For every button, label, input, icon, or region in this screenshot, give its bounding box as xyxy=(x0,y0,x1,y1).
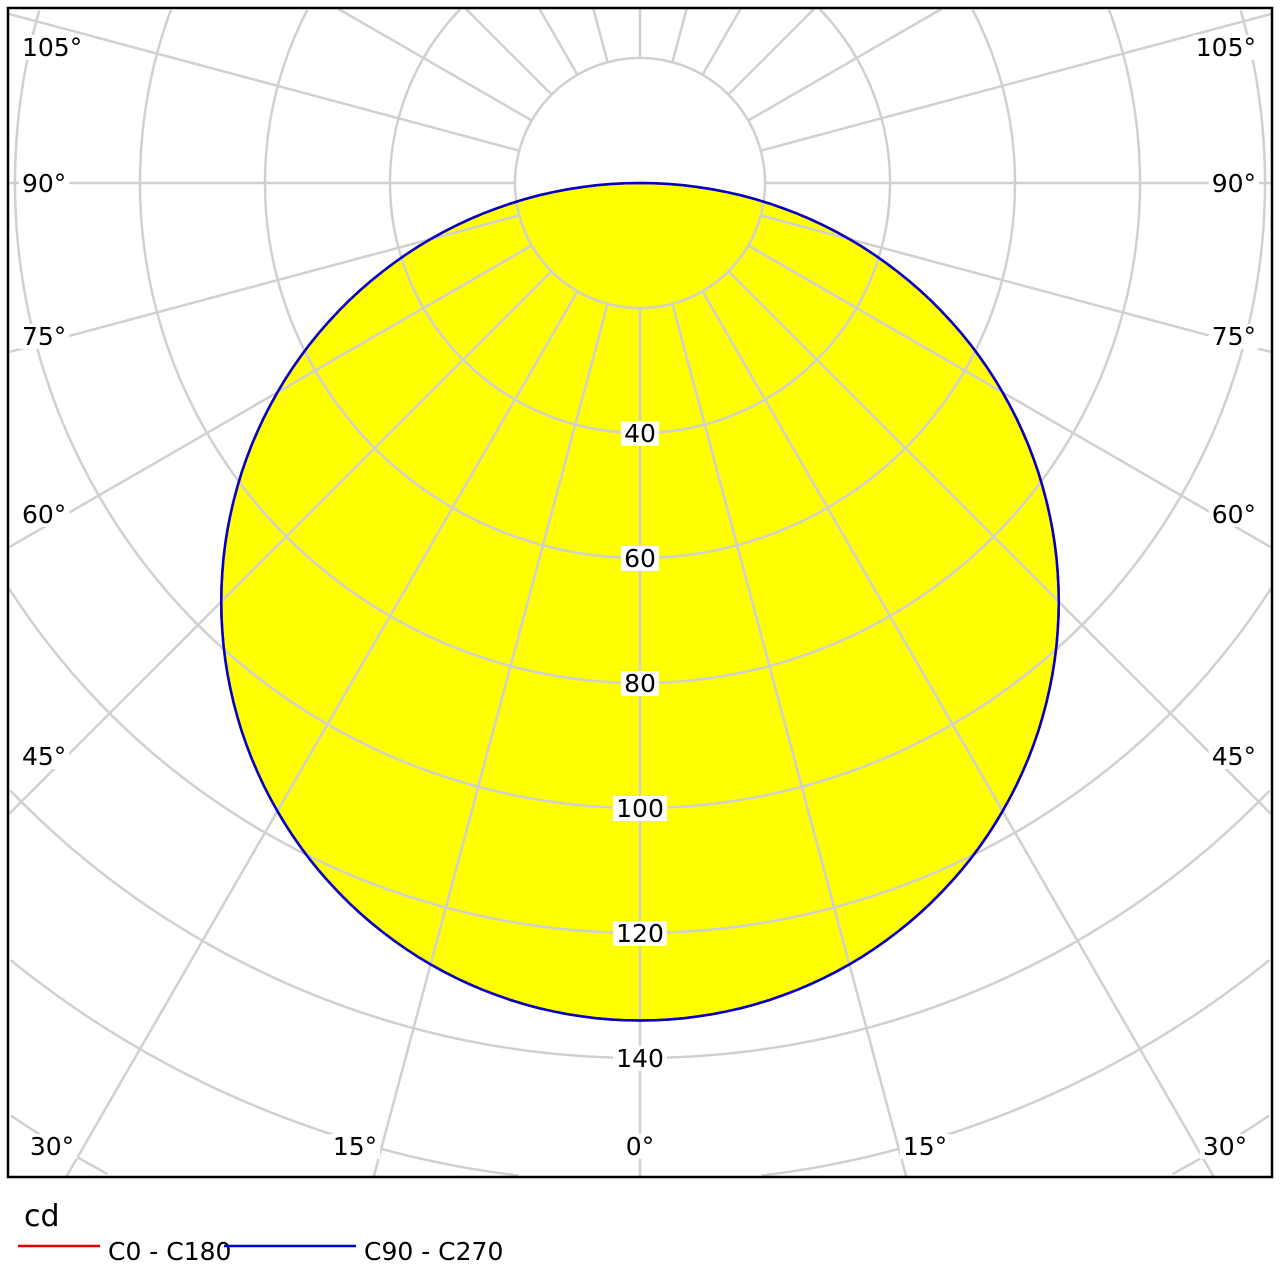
legend-label-c90-c270: C90 - C270 xyxy=(364,1237,503,1266)
radial-tick-label: 100 xyxy=(616,794,664,823)
angle-label-bottom-group: 30° xyxy=(26,1132,78,1161)
angle-label-bottom: 15° xyxy=(903,1132,947,1161)
angle-label-right: 45° xyxy=(1212,742,1256,771)
grid-spoke xyxy=(671,8,688,63)
radial-tick-label-group: 40 xyxy=(621,419,659,448)
angle-label-left: 45° xyxy=(22,742,66,771)
angle-label-bottom-group: 30° xyxy=(1199,1132,1251,1161)
grid-spoke xyxy=(727,8,815,96)
grid-spoke xyxy=(372,303,609,1177)
grid-spoke xyxy=(727,270,1272,815)
grid-spoke xyxy=(701,8,742,76)
radial-tick-label-group: 80 xyxy=(621,669,659,698)
radial-tick-label-group: 140 xyxy=(613,1044,667,1073)
radial-tick-label: 40 xyxy=(624,419,656,448)
radial-tick-label-group: 120 xyxy=(613,919,667,948)
radial-tick-label-group: 60 xyxy=(621,544,659,573)
angle-label-left-group: 90° xyxy=(19,169,70,198)
grid-ring xyxy=(138,9,1142,685)
grid-spoke xyxy=(592,8,609,63)
grid-ring xyxy=(263,9,1017,560)
grid-spoke xyxy=(8,12,520,152)
radial-tick-label: 60 xyxy=(624,544,656,573)
series-line-c90-c270 xyxy=(220,181,1061,1022)
grid-ring xyxy=(9,959,1271,1177)
grid-spoke xyxy=(747,7,943,122)
axis-labels: 40 60 80 100 120 140 105° 105° 90° 90° 75° 75° 60° 60… xyxy=(19,33,1259,1161)
legend-label-c0-c180: C0 - C180 xyxy=(108,1237,231,1266)
grid-spoke xyxy=(747,244,1272,549)
grid-ring xyxy=(388,8,892,435)
angle-label-bottom: 15° xyxy=(333,1132,377,1161)
angle-label-right-group: 60° xyxy=(1208,500,1259,529)
radial-tick-label: 80 xyxy=(624,669,656,698)
grid-spoke xyxy=(701,290,1215,1177)
angle-label-bottom-group: 15° xyxy=(329,1132,381,1161)
angle-label-bottom: 30° xyxy=(30,1132,74,1161)
polar-grid xyxy=(8,7,1272,1177)
radial-tick-label: 140 xyxy=(616,1044,664,1073)
grid-spoke xyxy=(8,270,553,815)
grid-ring xyxy=(13,10,1267,810)
angle-label-right: 105° xyxy=(1196,33,1256,62)
angle-label-right-group: 105° xyxy=(1192,33,1259,62)
angle-label-bottom-group: 15° xyxy=(899,1132,951,1161)
grid-ring xyxy=(9,789,1271,1060)
angle-label-left: 60° xyxy=(22,500,66,529)
angle-label-right: 90° xyxy=(1212,169,1256,198)
angle-label-right: 60° xyxy=(1212,500,1256,529)
angle-label-left: 105° xyxy=(22,33,82,62)
grid-spoke xyxy=(465,8,553,96)
grid-spoke xyxy=(65,290,579,1177)
grid-spoke xyxy=(8,244,533,549)
unit-label: cd xyxy=(24,1199,60,1234)
angle-label-left-group: 75° xyxy=(19,322,70,351)
grid-spoke xyxy=(671,303,908,1177)
angle-label-right-group: 45° xyxy=(1208,742,1259,771)
angle-label-left: 75° xyxy=(22,322,66,351)
angle-label-bottom-group: 0° xyxy=(622,1132,658,1161)
angle-label-left: 90° xyxy=(22,169,66,198)
grid-spoke xyxy=(538,8,579,76)
angle-label-left-group: 105° xyxy=(19,33,86,62)
radial-tick-label-group: 100 xyxy=(613,794,667,823)
grid-spoke xyxy=(337,7,533,122)
angle-label-left-group: 45° xyxy=(19,742,70,771)
angle-label-bottom: 0° xyxy=(626,1132,654,1161)
angle-label-right-group: 75° xyxy=(1208,322,1259,351)
plot-frame xyxy=(6,6,1274,1179)
angle-label-right-group: 90° xyxy=(1208,169,1259,198)
angle-label-right: 75° xyxy=(1212,322,1256,351)
angle-label-bottom: 30° xyxy=(1203,1132,1247,1161)
radial-tick-label: 120 xyxy=(616,919,664,948)
grid-spoke xyxy=(760,12,1272,152)
angle-label-left-group: 60° xyxy=(19,500,70,529)
grid-ring xyxy=(8,588,1272,935)
